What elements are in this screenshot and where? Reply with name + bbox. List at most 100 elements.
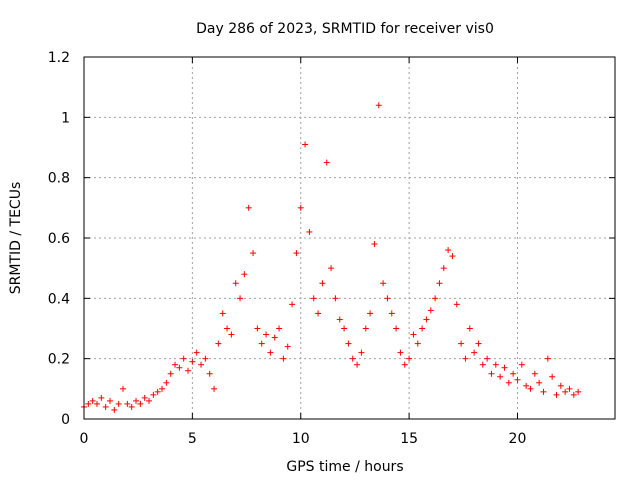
data-point <box>384 295 391 302</box>
data-point <box>293 250 300 257</box>
data-point <box>497 373 504 380</box>
data-point <box>310 295 317 302</box>
x-tick-label: 15 <box>400 431 418 447</box>
data-point <box>241 271 248 278</box>
data-point <box>367 310 374 317</box>
data-point <box>432 295 439 302</box>
data-point <box>94 400 101 407</box>
data-point <box>89 397 96 404</box>
data-point <box>453 301 460 308</box>
data-point <box>328 265 335 272</box>
data-point <box>115 400 122 407</box>
data-point <box>380 280 387 287</box>
data-point <box>354 361 361 368</box>
data-point <box>397 349 404 356</box>
data-point <box>445 247 452 254</box>
data-point <box>189 358 196 365</box>
data-point <box>475 340 482 347</box>
data-point <box>518 361 525 368</box>
x-axis-label: GPS time / hours <box>286 459 403 475</box>
data-point <box>146 397 153 404</box>
data-point <box>289 301 296 308</box>
data-point <box>284 343 291 350</box>
data-point <box>336 316 343 323</box>
data-point <box>280 355 287 362</box>
data-point <box>362 325 369 332</box>
data-point <box>458 340 465 347</box>
data-point <box>440 265 447 272</box>
data-point <box>557 382 564 389</box>
data-point <box>193 349 200 356</box>
data-point <box>514 376 521 383</box>
data-point <box>341 325 348 332</box>
data-point <box>471 349 478 356</box>
data-point <box>501 364 508 371</box>
data-point <box>215 340 222 347</box>
data-point <box>133 397 140 404</box>
data-point <box>297 204 304 211</box>
x-tick-label: 5 <box>188 431 197 447</box>
data-point <box>232 280 239 287</box>
y-tick-label: 0.6 <box>48 231 70 247</box>
data-point <box>172 361 179 368</box>
y-tick-label: 0.8 <box>48 171 70 187</box>
data-point <box>414 340 421 347</box>
data-point <box>358 349 365 356</box>
data-point <box>254 325 261 332</box>
y-tick-label: 0 <box>61 412 70 428</box>
data-point <box>401 361 408 368</box>
data-point <box>202 355 209 362</box>
data-point <box>219 310 226 317</box>
axis-ticks: 0 5 10 15 20 0 0.2 0.4 0.6 0.8 1 1.2 <box>48 50 615 447</box>
data-point <box>319 280 326 287</box>
data-point <box>423 316 430 323</box>
data-point <box>306 228 313 235</box>
data-point <box>107 397 114 404</box>
data-point <box>180 355 187 362</box>
data-point <box>393 325 400 332</box>
data-point <box>575 388 582 395</box>
data-point <box>436 280 443 287</box>
data-point <box>137 400 144 407</box>
data-point <box>527 385 534 392</box>
data-point <box>536 379 543 386</box>
data-point <box>271 334 278 341</box>
data-point <box>211 385 218 392</box>
data-point <box>198 361 205 368</box>
data-point <box>276 325 283 332</box>
data-point <box>479 361 486 368</box>
data-point <box>141 394 148 401</box>
data-point <box>323 159 330 166</box>
data-point <box>449 253 456 260</box>
y-tick-label: 1 <box>61 110 70 126</box>
data-point <box>349 355 356 362</box>
y-tick-label: 1.2 <box>48 50 70 66</box>
data-point <box>224 325 231 332</box>
y-axis-label: SRMTID / TECUs <box>8 182 24 295</box>
data-point <box>345 340 352 347</box>
data-point <box>570 391 577 398</box>
data-point <box>159 385 166 392</box>
data-point <box>419 325 426 332</box>
plot-frame <box>83 56 616 420</box>
data-point <box>245 204 252 211</box>
data-point <box>263 331 270 338</box>
x-tick-label: 20 <box>509 431 527 447</box>
data-point <box>128 403 135 410</box>
data-point <box>98 394 105 401</box>
data-point <box>388 310 395 317</box>
data-point <box>154 388 161 395</box>
data-point <box>206 370 213 377</box>
data-point <box>492 361 499 368</box>
data-point <box>124 400 131 407</box>
data-points <box>81 102 582 413</box>
x-tick-label: 0 <box>80 431 89 447</box>
y-tick-label: 0.4 <box>48 291 70 307</box>
y-tick-label: 0.2 <box>48 352 70 368</box>
data-point <box>258 340 265 347</box>
grid <box>84 57 615 419</box>
chart-title: Day 286 of 2023, SRMTID for receiver vis… <box>196 21 494 37</box>
x-tick-label: 10 <box>292 431 310 447</box>
data-point <box>544 355 551 362</box>
data-point <box>315 310 322 317</box>
